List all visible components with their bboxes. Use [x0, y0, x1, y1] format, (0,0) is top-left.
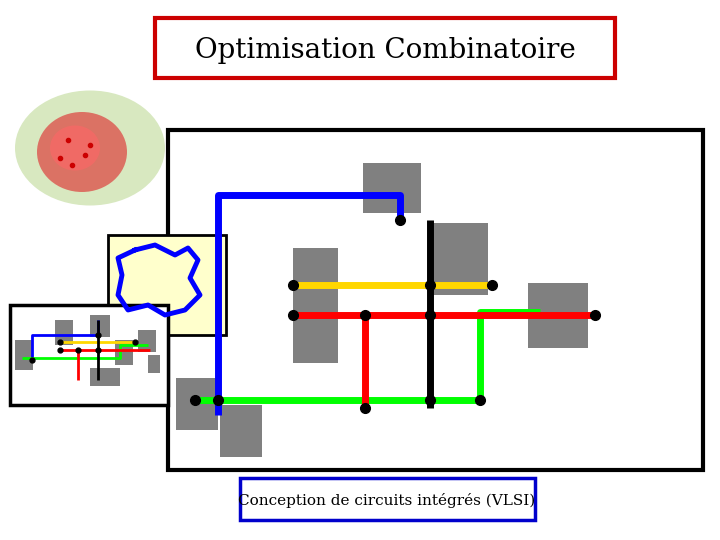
Bar: [138, 330, 156, 352]
Bar: [428, 223, 488, 295]
Text: Conception de circuits intégrés (VLSI): Conception de circuits intégrés (VLSI): [238, 492, 536, 508]
Ellipse shape: [37, 112, 127, 192]
Bar: [10, 305, 168, 405]
Text: Optimisation Combinatoire: Optimisation Combinatoire: [194, 37, 575, 64]
Bar: [148, 355, 160, 373]
Bar: [90, 368, 120, 386]
Ellipse shape: [50, 125, 100, 171]
Bar: [115, 340, 133, 365]
Bar: [15, 340, 33, 370]
Bar: [168, 130, 703, 470]
Bar: [90, 315, 110, 337]
Bar: [240, 478, 535, 520]
Bar: [176, 378, 218, 430]
Bar: [363, 163, 421, 213]
Ellipse shape: [15, 91, 165, 206]
Bar: [155, 18, 615, 78]
Bar: [108, 235, 226, 335]
Bar: [528, 283, 588, 348]
Bar: [55, 320, 73, 345]
Bar: [220, 405, 262, 457]
Bar: [293, 248, 338, 363]
